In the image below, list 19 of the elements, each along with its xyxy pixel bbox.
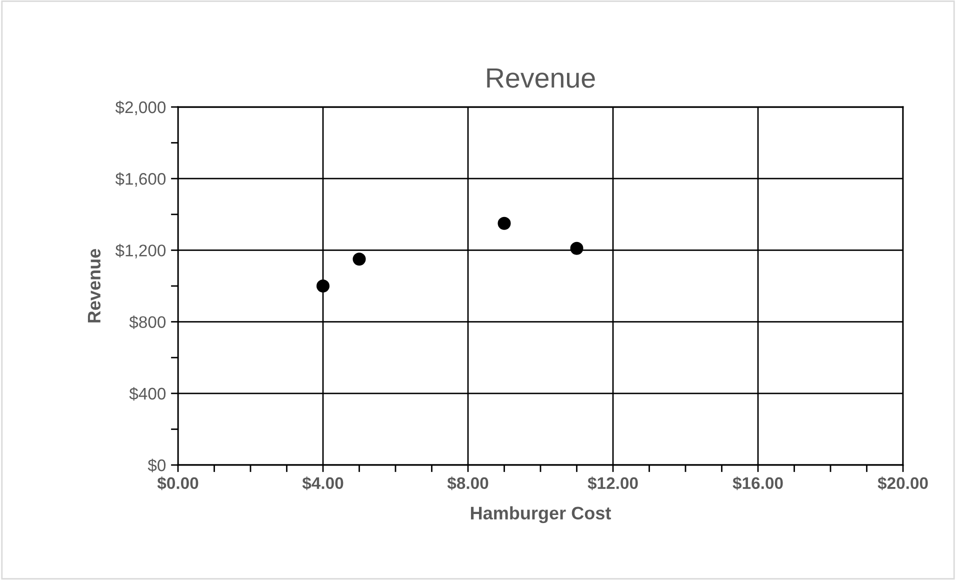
x-tick-label: $4.00 <box>302 476 344 490</box>
point <box>570 242 584 255</box>
point <box>352 252 366 266</box>
x-tick-label: $0.00 <box>157 476 198 490</box>
x-tick-label: $8.00 <box>447 476 488 490</box>
x-axis-title: Hamburger Cost <box>470 506 612 524</box>
x-tick-label: $12.00 <box>588 476 638 490</box>
point <box>498 216 511 230</box>
y-tick-label: $800 <box>129 316 166 329</box>
y-tick-label: $400 <box>129 387 166 401</box>
y-tick-label: $1,200 <box>115 244 166 258</box>
x-tick-label: $20.00 <box>878 476 928 490</box>
x-tick-label: $16.00 <box>732 476 783 490</box>
point <box>316 279 330 293</box>
y-axis-title: Revenue <box>88 248 101 322</box>
y-tick-label: $1,600 <box>115 172 166 187</box>
y-tick-label: $2,000 <box>115 100 166 116</box>
chart-title: Revenue <box>487 68 595 88</box>
y-tick-label: $0 <box>148 458 166 472</box>
